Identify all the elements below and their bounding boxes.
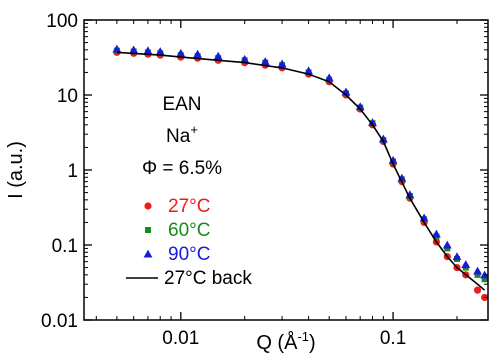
x-axis-label-sup: -1 <box>297 329 309 344</box>
data-point <box>473 286 482 294</box>
annotation-na: Na+ <box>166 122 198 147</box>
data-point <box>129 45 139 54</box>
data-point <box>277 59 287 68</box>
data-point <box>155 47 165 56</box>
y-tick-label: 1 <box>67 161 78 182</box>
series-triangle <box>112 44 490 279</box>
data-point <box>193 49 202 58</box>
data-point <box>432 229 441 238</box>
legend-item: 60°C <box>145 220 210 241</box>
legend-swatch <box>145 227 151 233</box>
y-tick-label: 100 <box>46 11 78 32</box>
axes-layer: 0.01 0.1 100 10 1 0.1 0.01 <box>41 11 488 349</box>
x-axis-label-main: Q (Å <box>256 331 298 354</box>
y-tick-label: 0.1 <box>52 236 78 257</box>
annotation-na-main: Na <box>166 126 191 147</box>
annotation-phi: Φ = 6.5% <box>142 158 222 179</box>
data-point <box>378 134 388 143</box>
data-point <box>260 57 270 65</box>
x-axis-label-end: ) <box>309 332 316 354</box>
data-point <box>481 276 488 283</box>
data-layer <box>112 44 490 302</box>
x-tick-label: 0.01 <box>162 328 199 349</box>
data-point <box>405 190 415 199</box>
data-point <box>240 54 250 63</box>
legend-label: 27°C back <box>164 268 252 289</box>
annotation-na-sup: + <box>190 122 198 137</box>
series-line <box>116 51 486 291</box>
data-point <box>473 266 482 275</box>
data-point <box>452 252 462 261</box>
y-axis-label: I (a.u.) <box>5 141 27 199</box>
legend-item: 27°C back <box>126 268 252 289</box>
y-tick-label: 10 <box>57 86 78 107</box>
data-point <box>112 44 122 53</box>
data-point <box>461 260 471 268</box>
legend-label: 60°C <box>168 220 210 241</box>
data-point <box>355 102 365 111</box>
data-point <box>304 66 313 75</box>
data-point <box>368 118 377 127</box>
legend-swatch <box>144 202 152 210</box>
legend-label: 27°C <box>168 196 210 217</box>
legend-item: 90°C <box>143 244 210 265</box>
y-tick-label: 0.01 <box>41 311 78 332</box>
legend-item: 27°C <box>144 196 210 217</box>
x-tick-label: 0.1 <box>380 328 406 349</box>
series-line <box>116 51 486 291</box>
data-point <box>397 173 407 182</box>
data-point <box>324 73 334 82</box>
data-point <box>213 51 223 60</box>
legend-label: 90°C <box>168 244 210 265</box>
data-point <box>143 46 153 55</box>
legend-swatch <box>143 249 153 258</box>
data-point <box>442 240 452 249</box>
legend: 27°C 60°C 90°C 27°C back <box>126 196 252 289</box>
data-point <box>176 48 186 57</box>
data-point <box>474 271 481 278</box>
data-point <box>388 155 398 164</box>
x-axis-label: Q (Å-1) <box>256 329 315 354</box>
annotation-ean: EAN <box>162 94 201 115</box>
